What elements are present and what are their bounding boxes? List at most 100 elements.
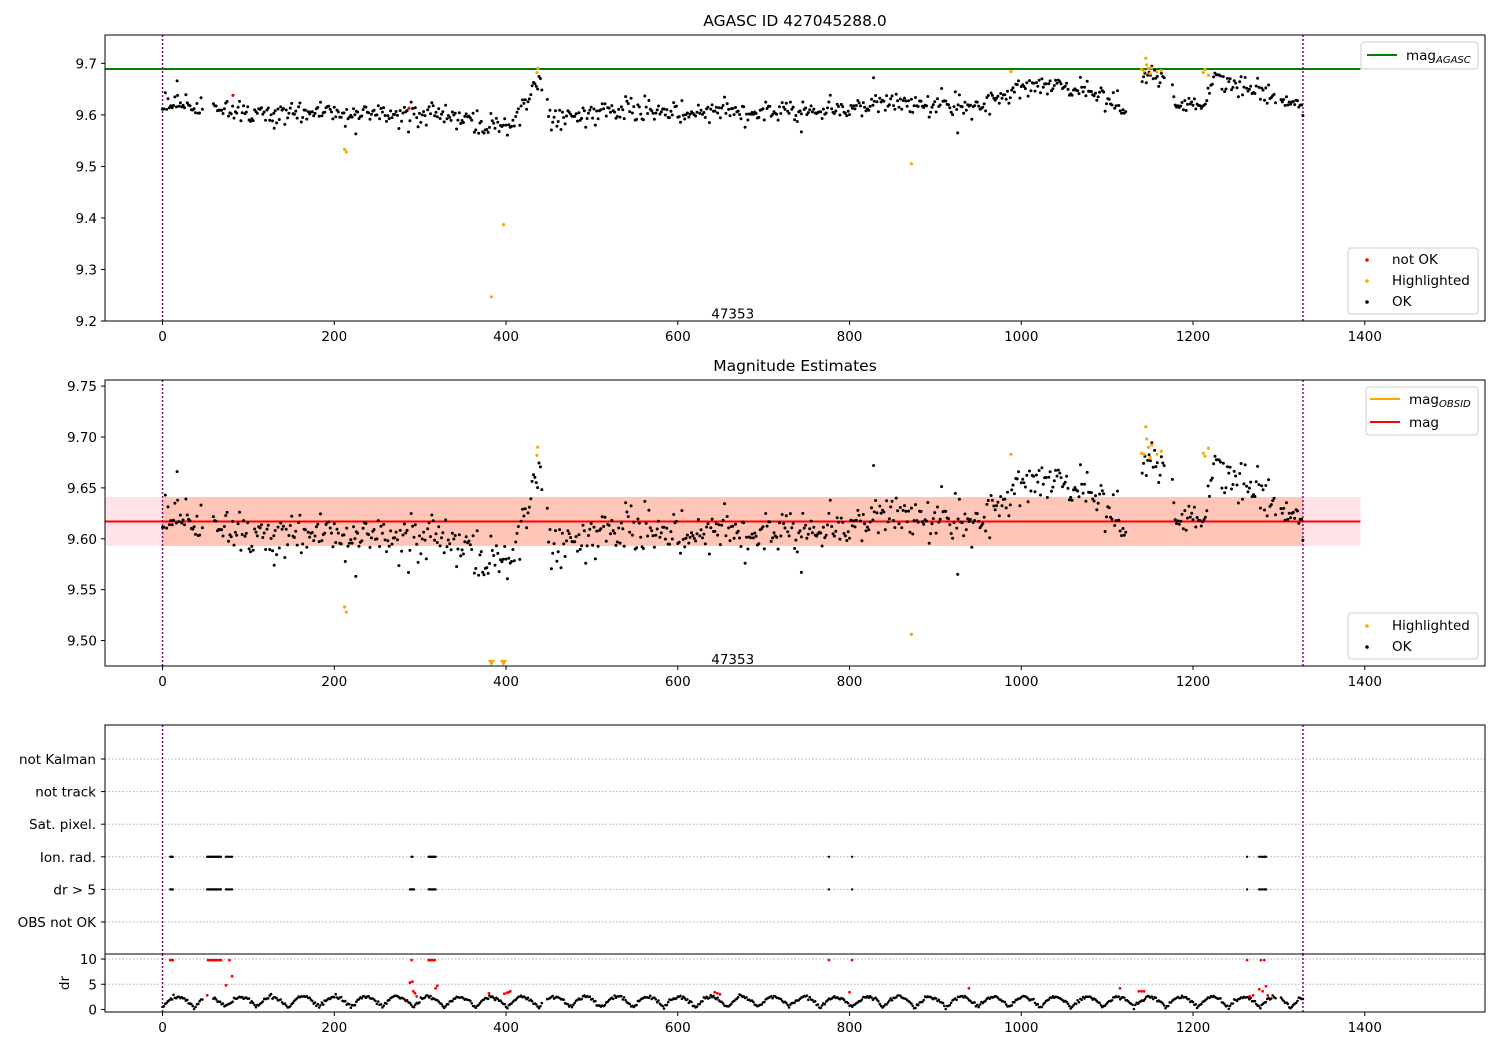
ok-point — [497, 130, 501, 133]
dr-not-ok-point — [230, 974, 234, 978]
ok-point — [488, 562, 491, 565]
ok-point — [224, 514, 228, 517]
ok-point — [1219, 74, 1222, 78]
ok-point — [892, 519, 895, 522]
ok-point — [1094, 91, 1097, 95]
highlighted-point — [1142, 69, 1146, 73]
ok-point — [438, 117, 442, 120]
dr-ok-point — [1227, 1007, 1231, 1011]
ok-point — [1287, 511, 1291, 515]
ok-point — [327, 520, 331, 524]
ok-point — [985, 502, 989, 506]
dr-ok-point — [621, 998, 625, 1001]
ok-point — [626, 515, 630, 519]
ok-point — [314, 525, 318, 529]
ok-point — [471, 534, 475, 538]
ok-point — [1018, 96, 1022, 100]
ok-point — [1150, 441, 1154, 445]
ok-point — [658, 112, 662, 116]
ok-point — [472, 571, 476, 575]
ok-point — [802, 526, 806, 530]
dr-ok-point — [320, 1001, 324, 1004]
ok-point — [268, 118, 272, 122]
ok-point — [1258, 97, 1262, 101]
ok-point — [749, 536, 753, 540]
ok-point — [827, 511, 831, 515]
ok-point — [433, 538, 437, 542]
dr-ok-point — [624, 998, 627, 1002]
ok-point — [174, 105, 178, 109]
dr-ok-point — [977, 1005, 980, 1009]
ok-point — [746, 118, 750, 122]
ok-point — [1184, 109, 1188, 112]
highlighted-point — [1201, 71, 1205, 75]
ok-point — [779, 534, 783, 538]
ok-point — [699, 528, 703, 532]
dr-ok-point — [261, 1000, 265, 1003]
ok-point — [1241, 497, 1244, 501]
ok-point — [459, 554, 463, 558]
ok-point — [632, 105, 636, 109]
agasc-x-tick-label: 600 — [665, 329, 691, 345]
legend-label-ok-2: OK — [1392, 639, 1413, 655]
ok-point — [1263, 98, 1266, 102]
ok-point — [434, 110, 438, 114]
ok-point — [402, 522, 406, 526]
ok-point — [1059, 476, 1063, 480]
ok-point — [482, 131, 486, 135]
ok-point — [1117, 518, 1121, 522]
ok-point — [875, 100, 879, 104]
ok-point — [1158, 81, 1162, 85]
ok-point — [379, 524, 383, 528]
highlighted-point — [1009, 452, 1013, 456]
ok-point — [695, 532, 699, 536]
ok-point — [830, 525, 834, 528]
ok-point — [1186, 102, 1189, 106]
ok-point — [336, 110, 340, 114]
dr-ok-point — [763, 1000, 766, 1004]
ok-point — [261, 536, 265, 539]
ok-point — [964, 108, 968, 112]
ok-point — [1159, 71, 1163, 75]
ok-point — [1203, 102, 1207, 106]
ok-point — [629, 504, 633, 508]
plot-area-dr — [105, 954, 1485, 1012]
ok-point — [1245, 86, 1249, 90]
flag-row-label: OBS not OK — [18, 915, 98, 931]
ok-point — [532, 473, 535, 477]
ok-point — [312, 539, 316, 543]
dr-y-tick-label: 10 — [80, 952, 97, 968]
ok-point — [966, 517, 970, 521]
ok-point — [457, 111, 461, 115]
ok-point — [1007, 101, 1011, 105]
dr-ok-point — [701, 1000, 704, 1003]
highlighted-point — [1155, 70, 1159, 74]
ok-point — [306, 110, 310, 114]
ok-point — [654, 111, 658, 115]
ok-point — [643, 499, 647, 503]
ok-point — [331, 545, 335, 549]
dr-ok-point — [666, 1000, 670, 1004]
ok-point — [703, 116, 707, 119]
dr-ok-point — [385, 1002, 388, 1005]
ok-point — [710, 103, 714, 107]
ok-point — [290, 514, 294, 518]
ok-point — [938, 517, 942, 521]
ok-point — [456, 118, 460, 122]
ok-point — [475, 109, 479, 113]
ok-point — [709, 107, 713, 111]
ok-point — [1282, 506, 1286, 510]
ok-point — [368, 545, 372, 549]
ok-point — [418, 534, 421, 538]
ok-point — [556, 550, 560, 554]
ok-point — [973, 519, 977, 522]
ok-point — [894, 496, 898, 500]
ok-point — [1155, 74, 1159, 78]
ok-point — [905, 104, 909, 108]
dr-ok-point — [344, 999, 347, 1003]
dr-ok-point — [334, 992, 338, 996]
ok-point — [893, 526, 897, 530]
dr-ok-point — [580, 997, 583, 1001]
ok-point — [537, 461, 541, 465]
ok-point — [450, 531, 454, 535]
